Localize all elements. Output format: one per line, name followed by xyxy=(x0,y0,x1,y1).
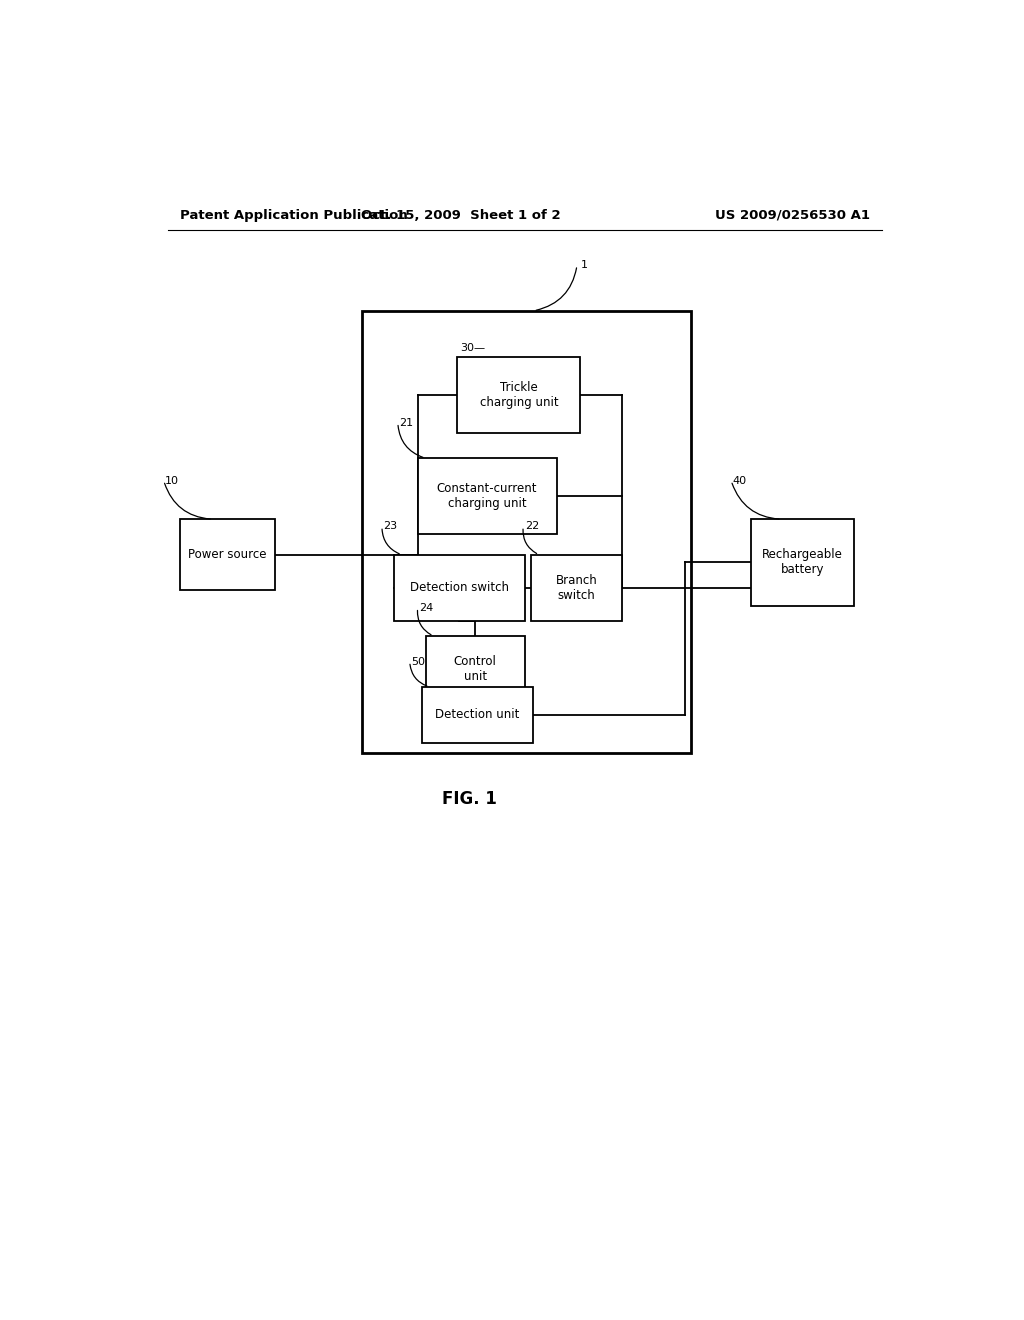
Text: Rechargeable
battery: Rechargeable battery xyxy=(762,548,843,577)
Text: Detection unit: Detection unit xyxy=(435,709,519,721)
Bar xyxy=(458,356,581,433)
Text: US 2009/0256530 A1: US 2009/0256530 A1 xyxy=(715,209,870,222)
Bar xyxy=(418,458,557,535)
Text: 1: 1 xyxy=(581,260,588,271)
Bar xyxy=(179,519,274,590)
Text: Branch
switch: Branch switch xyxy=(556,574,598,602)
Text: 21: 21 xyxy=(399,417,414,428)
Text: 50: 50 xyxy=(412,656,425,667)
Text: Trickle
charging unit: Trickle charging unit xyxy=(479,380,558,409)
Text: 22: 22 xyxy=(524,521,539,532)
Text: Control
unit: Control unit xyxy=(454,655,497,684)
Bar xyxy=(394,554,525,620)
Text: Power source: Power source xyxy=(188,548,266,561)
Text: 10: 10 xyxy=(165,475,179,486)
Text: Constant-current
charging unit: Constant-current charging unit xyxy=(437,482,538,511)
Bar xyxy=(751,519,854,606)
Bar xyxy=(426,636,525,702)
Text: Detection switch: Detection switch xyxy=(410,581,509,594)
Text: 23: 23 xyxy=(384,521,397,532)
Text: 24: 24 xyxy=(419,603,433,612)
Text: 30—: 30— xyxy=(460,342,484,352)
Bar xyxy=(531,554,623,620)
Text: Patent Application Publication: Patent Application Publication xyxy=(179,209,408,222)
Text: Oct. 15, 2009  Sheet 1 of 2: Oct. 15, 2009 Sheet 1 of 2 xyxy=(361,209,561,222)
Text: FIG. 1: FIG. 1 xyxy=(441,789,497,808)
Bar xyxy=(422,686,532,743)
Bar xyxy=(362,312,691,752)
Text: 40: 40 xyxy=(733,475,746,486)
